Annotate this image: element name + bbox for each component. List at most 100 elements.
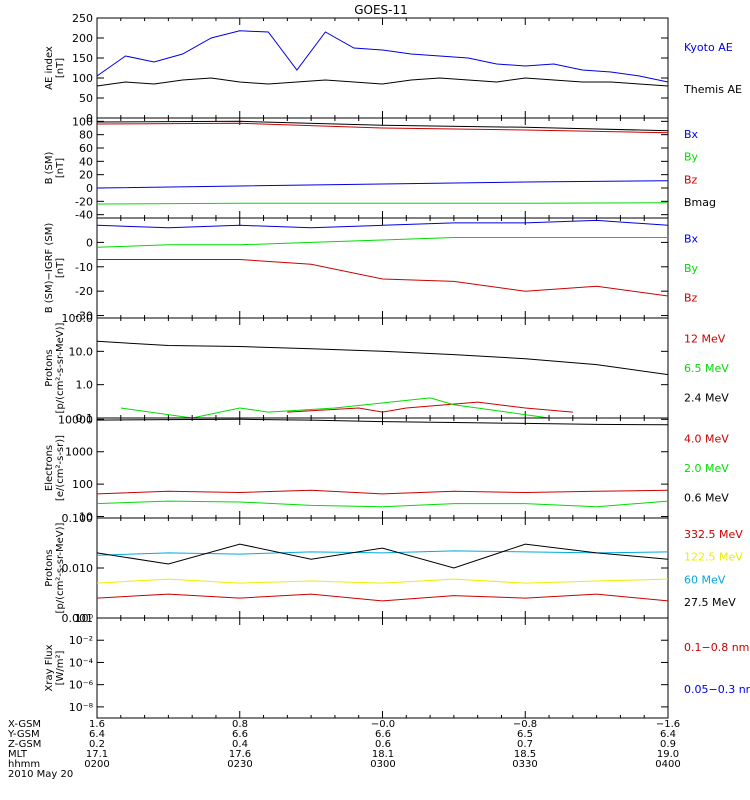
y-axis-label: Protons[p/(cm²-s-sr-MeV)] <box>44 322 66 413</box>
series-line <box>96 122 669 134</box>
legend-label: Bz <box>684 173 698 186</box>
y-tick-label: 0.001 <box>62 612 94 625</box>
legend-label: 4.0 MeV <box>684 433 729 446</box>
y-tick-label: 50 <box>79 92 93 105</box>
orbit-value: 6.6 <box>375 729 391 740</box>
orbit-value: 6.4 <box>660 729 676 740</box>
orbit-value: 0.9 <box>660 739 676 750</box>
panel-frame <box>96 617 669 719</box>
series-line <box>96 593 669 602</box>
orbit-value: 6.6 <box>232 729 248 740</box>
y-tick-label: 10⁻⁶ <box>69 679 94 692</box>
orbit-value: 18.5 <box>514 749 536 760</box>
series-line <box>96 418 669 426</box>
y-tick-label: 100 <box>72 72 93 85</box>
y-tick-label: 40 <box>79 155 93 168</box>
orbit-value: 0400 <box>655 759 680 770</box>
series-line <box>96 500 669 508</box>
series-line <box>120 397 550 419</box>
legend-label: By <box>684 262 699 275</box>
series-line <box>96 30 669 83</box>
series-line <box>96 219 669 229</box>
plot-title: GOES-11 <box>354 3 408 17</box>
legend-label: Kyoto AE <box>684 41 733 54</box>
orbit-value: −0.8 <box>513 719 537 730</box>
legend-label: Bz <box>684 291 698 304</box>
y-tick-label: 10000 <box>58 413 93 426</box>
y-tick-label: 10⁻⁴ <box>69 656 94 669</box>
plot-date: 2010 May 20 <box>8 769 73 780</box>
legend-label: 60 MeV <box>684 573 726 586</box>
orbit-table: X-GSM 1.6 0.8 −0.0 −0.8 −1.6 Y-GSM 6.4 6.6 6.6 6.5… <box>7 719 681 780</box>
orbit-value: −1.6 <box>656 719 680 730</box>
legend-label: 332.5 MeV <box>684 528 743 541</box>
legend-label: 0.6 MeV <box>684 491 729 504</box>
legend-label: 12 MeV <box>684 333 726 346</box>
y-tick-label: -10 <box>75 261 93 274</box>
y-axis-label: Protons[p/(cm²-s-sr-MeV)] <box>44 522 66 613</box>
panel-frame <box>96 17 669 119</box>
y-axis-label: Xray Flux[W/m²] <box>44 644 66 691</box>
orbit-row-label: Y-GSM <box>7 729 40 740</box>
y-tick-label: -20 <box>75 195 93 208</box>
y-axis-label: B (SM)−IGRF (SM)[nT] <box>44 223 66 314</box>
y-tick-label: 200 <box>72 32 93 45</box>
series-line <box>287 401 573 413</box>
orbit-value: 0.2 <box>89 739 105 750</box>
orbit-value: 18.1 <box>372 749 394 760</box>
y-tick-label: -20 <box>75 285 93 298</box>
series-line <box>96 202 669 205</box>
panel-frame <box>96 217 669 319</box>
panel-frame <box>96 517 669 619</box>
y-axis-label: Electrons[e/(cm²-s-sr)] <box>44 435 66 501</box>
orbit-value: 0.6 <box>375 739 391 750</box>
series-line <box>96 489 669 495</box>
orbit-row-label: hhmm <box>8 759 40 770</box>
panel-3: -30 -20 -10 0 B (SM)−IGRF (SM)[nT] Bx By Bz <box>44 217 699 323</box>
y-tick-label: 1.0 <box>76 379 94 392</box>
series-line <box>96 340 669 376</box>
orbit-value: −0.0 <box>371 719 395 730</box>
legend-label: Themis AE <box>683 83 742 96</box>
series-line <box>96 543 669 569</box>
series-line <box>96 237 668 248</box>
legend-label: 122.5 MeV <box>684 551 743 564</box>
legend-label: 2.4 MeV <box>684 391 729 404</box>
y-tick-label: 0 <box>86 182 93 195</box>
legend-label: 6.5 MeV <box>684 362 729 375</box>
legend-label: Bx <box>684 233 699 246</box>
y-tick-label: 10⁰ <box>75 612 94 625</box>
y-tick-label: 0 <box>86 112 93 125</box>
orbit-value: 17.1 <box>86 749 108 760</box>
orbit-value: 0.4 <box>232 739 248 750</box>
legend-label: 2.0 MeV <box>684 462 729 475</box>
y-tick-label: 0.010 <box>62 562 94 575</box>
orbit-row-label: MLT <box>8 749 28 760</box>
orbit-value: 6.5 <box>517 729 533 740</box>
legend-label: 27.5 MeV <box>684 596 736 609</box>
series-line <box>96 550 669 556</box>
y-tick-label: 1000 <box>65 446 93 459</box>
y-tick-label: 0.1 <box>76 412 94 425</box>
panel-frame <box>96 417 669 519</box>
orbit-value: 0230 <box>227 759 252 770</box>
y-tick-label: 150 <box>72 52 93 65</box>
panel-7: 10⁻⁸ 10⁻⁶ 10⁻⁴ 10⁻² 10⁰ Xray Flux[W/m²] 0.1−0.… <box>44 612 750 719</box>
y-tick-label: 20 <box>79 169 93 182</box>
orbit-value: 6.4 <box>89 729 105 740</box>
y-tick-label: 60 <box>79 142 93 155</box>
y-tick-label: 0.100 <box>62 512 94 525</box>
panel-6: 0.001 0.010 0.100Protons[p/(cm²-s-sr-MeV)]… <box>44 512 743 625</box>
orbit-value: 0.7 <box>517 739 533 750</box>
series-line <box>97 259 669 297</box>
legend-label: 0.1−0.8 nm <box>684 641 749 654</box>
orbit-value: 0330 <box>512 759 537 770</box>
orbit-row-label: Z-GSM <box>8 739 41 750</box>
panel-4: 0.1 1.0 10.0 100.0Protons[p/(cm²-s-sr-MeV)]… <box>44 312 729 425</box>
y-tick-label: 100 <box>72 478 93 491</box>
y-tick-label: 250 <box>72 12 93 25</box>
y-tick-label: 100.0 <box>62 312 94 325</box>
